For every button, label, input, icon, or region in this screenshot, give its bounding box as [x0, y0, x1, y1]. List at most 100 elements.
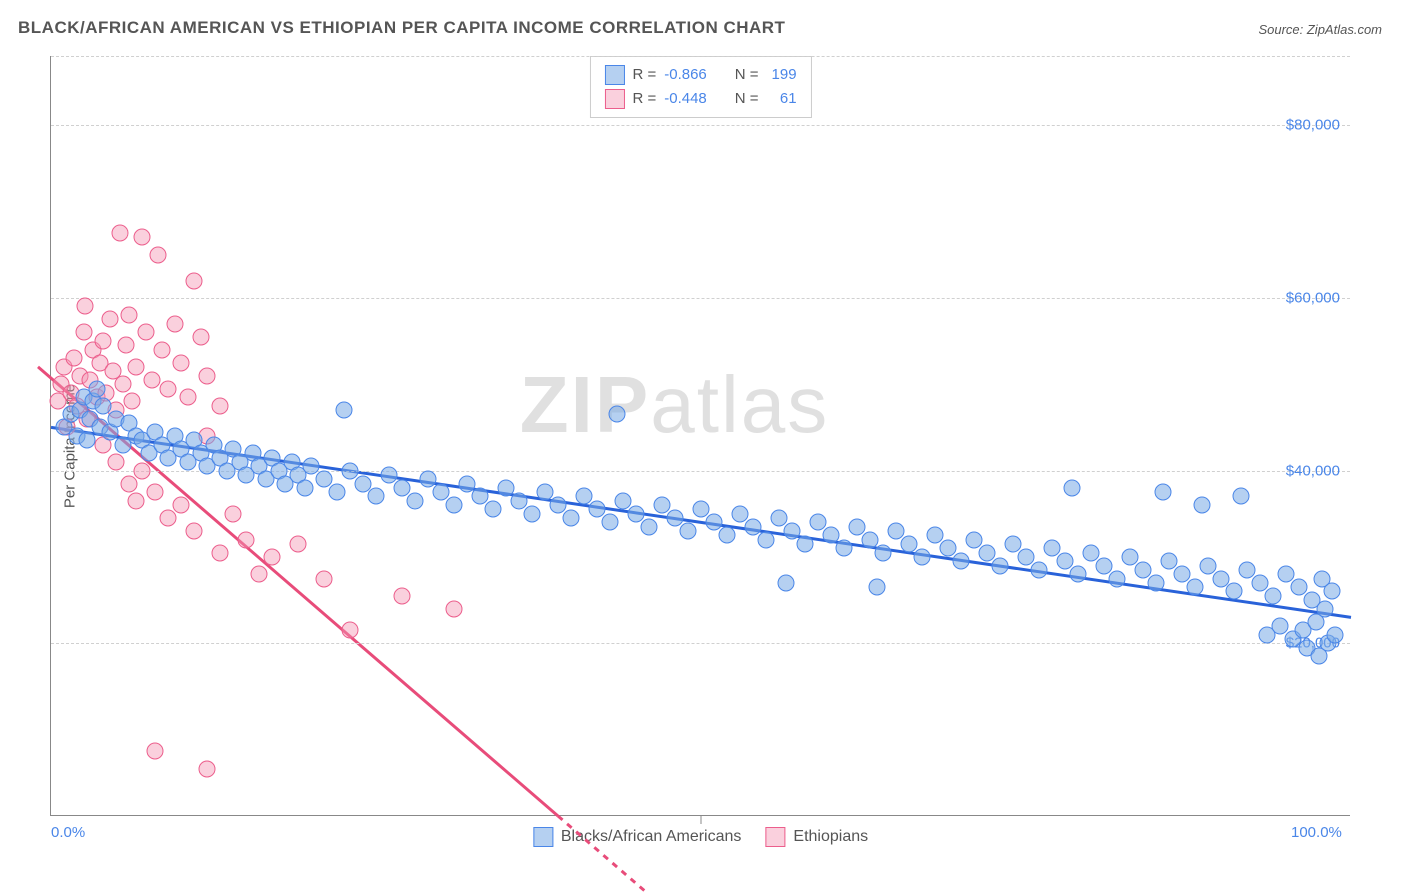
data-point-blue: [1005, 535, 1022, 552]
data-point-blue: [732, 505, 749, 522]
data-point-pink: [101, 311, 118, 328]
data-point-blue: [589, 501, 606, 518]
data-point-pink: [76, 298, 93, 315]
data-point-pink: [137, 324, 154, 341]
data-point-blue: [511, 492, 528, 509]
legend-item-blue: Blacks/African Americans: [533, 827, 742, 847]
data-point-blue: [1154, 484, 1171, 501]
data-point-blue: [654, 497, 671, 514]
n-value-blue: 199: [767, 63, 797, 87]
data-point-pink: [199, 367, 216, 384]
svg-overlay: [51, 56, 1350, 815]
data-point-blue: [1200, 557, 1217, 574]
data-point-pink: [316, 570, 333, 587]
data-point-blue: [446, 497, 463, 514]
data-point-blue: [1291, 579, 1308, 596]
data-point-blue: [784, 523, 801, 540]
data-point-pink: [111, 225, 128, 242]
data-point-blue: [394, 479, 411, 496]
data-point-pink: [95, 333, 112, 350]
chart-title: BLACK/AFRICAN AMERICAN VS ETHIOPIAN PER …: [18, 18, 785, 38]
gridline: [51, 643, 1350, 644]
y-tick-label: $80,000: [1286, 117, 1340, 134]
data-point-blue: [576, 488, 593, 505]
data-point-blue: [849, 518, 866, 535]
data-point-blue: [88, 380, 105, 397]
series-legend: Blacks/African Americans Ethiopians: [533, 827, 868, 847]
data-point-blue: [888, 523, 905, 540]
r-label-pink: R =: [632, 87, 656, 111]
data-point-blue: [1161, 553, 1178, 570]
watermark-bold: ZIP: [520, 360, 650, 449]
data-point-pink: [199, 760, 216, 777]
data-point-blue: [771, 510, 788, 527]
data-point-blue: [602, 514, 619, 531]
data-point-blue: [719, 527, 736, 544]
data-point-blue: [1018, 548, 1035, 565]
gridline: [51, 56, 1350, 57]
data-point-blue: [927, 527, 944, 544]
data-point-pink: [160, 380, 177, 397]
r-label-blue: R =: [632, 63, 656, 87]
data-point-pink: [166, 315, 183, 332]
legend-label-pink: Ethiopians: [793, 828, 868, 846]
correlation-legend: R = -0.866 N = 199 R = -0.448 N = 61: [589, 56, 811, 118]
data-point-blue: [1083, 544, 1100, 561]
data-point-pink: [134, 462, 151, 479]
data-point-pink: [66, 350, 83, 367]
data-point-blue: [1239, 561, 1256, 578]
data-point-blue: [1317, 600, 1334, 617]
data-point-blue: [1122, 548, 1139, 565]
data-point-blue: [836, 540, 853, 557]
data-point-blue: [524, 505, 541, 522]
legend-row-blue: R = -0.866 N = 199: [604, 63, 796, 87]
data-point-pink: [153, 341, 170, 358]
data-point-blue: [335, 402, 352, 419]
data-point-pink: [186, 523, 203, 540]
data-point-pink: [212, 544, 229, 561]
r-value-blue: -0.866: [664, 63, 707, 87]
data-point-blue: [1031, 561, 1048, 578]
data-point-blue: [810, 514, 827, 531]
r-value-pink: -0.448: [664, 87, 707, 111]
data-point-blue: [797, 535, 814, 552]
data-point-blue: [966, 531, 983, 548]
data-point-blue: [79, 432, 96, 449]
data-point-blue: [1265, 587, 1282, 604]
data-point-pink: [290, 535, 307, 552]
legend-swatch-blue-bottom: [533, 827, 553, 847]
data-point-blue: [1252, 574, 1269, 591]
data-point-blue: [1278, 566, 1295, 583]
n-label-blue: N =: [735, 63, 759, 87]
data-point-blue: [1271, 618, 1288, 635]
data-point-pink: [134, 229, 151, 246]
data-point-blue: [459, 475, 476, 492]
watermark: ZIPatlas: [520, 359, 829, 451]
data-point-blue: [693, 501, 710, 518]
data-point-blue: [1323, 583, 1340, 600]
data-point-blue: [472, 488, 489, 505]
data-point-blue: [953, 553, 970, 570]
watermark-light: atlas: [650, 360, 829, 449]
data-point-blue: [550, 497, 567, 514]
data-point-blue: [979, 544, 996, 561]
data-point-blue: [706, 514, 723, 531]
data-point-blue: [1174, 566, 1191, 583]
data-point-pink: [238, 531, 255, 548]
data-point-blue: [316, 471, 333, 488]
data-point-blue: [1193, 497, 1210, 514]
data-point-blue: [1187, 579, 1204, 596]
data-point-pink: [144, 371, 161, 388]
data-point-blue: [498, 479, 515, 496]
data-point-blue: [1148, 574, 1165, 591]
data-point-blue: [1232, 488, 1249, 505]
data-point-blue: [1096, 557, 1113, 574]
data-point-pink: [121, 307, 138, 324]
data-point-pink: [394, 587, 411, 604]
data-point-blue: [537, 484, 554, 501]
data-point-blue: [758, 531, 775, 548]
data-point-blue: [641, 518, 658, 535]
data-point-blue: [745, 518, 762, 535]
data-point-blue: [420, 471, 437, 488]
data-point-blue: [95, 397, 112, 414]
